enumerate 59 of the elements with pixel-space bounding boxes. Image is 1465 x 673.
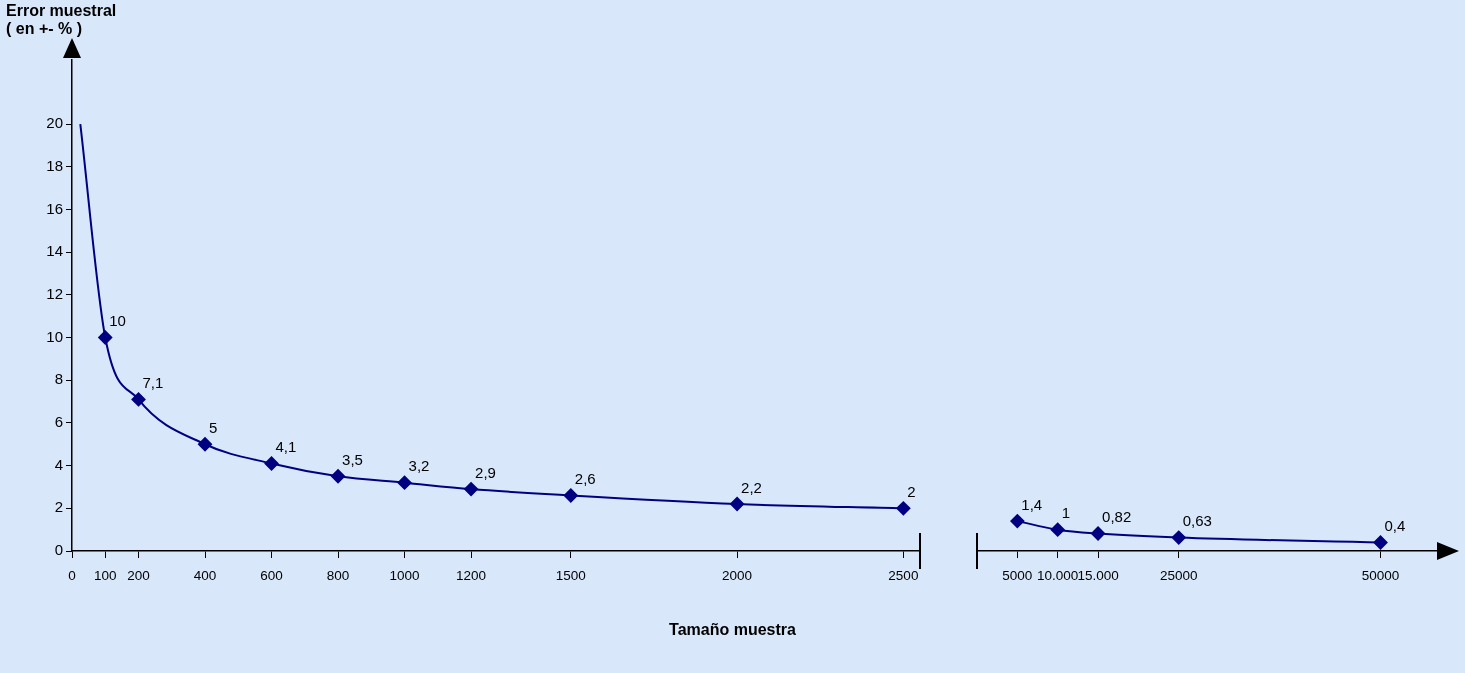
x-tick-label: 1200 [456, 567, 487, 583]
y-tick-label: 4 [54, 455, 63, 473]
data-label: 2 [907, 482, 916, 500]
y-axis-title: Error muestral ( en +- % ) [6, 2, 118, 38]
data-label: 1 [1061, 504, 1071, 522]
point [98, 330, 113, 345]
point [730, 497, 745, 512]
point [464, 482, 479, 497]
x-tick-label: 25000 [1159, 567, 1198, 583]
data-label: 2,2 [741, 478, 762, 496]
data-label: 0,63 [1182, 512, 1212, 530]
y-tick-label: 20 [46, 114, 63, 132]
point [264, 456, 279, 471]
x-tick-label: 800 [326, 567, 350, 583]
y-tick-label: 10 [46, 327, 63, 345]
x-tick-label: 400 [193, 567, 217, 583]
x-tick-label: 50000 [1361, 567, 1400, 583]
y-tick-label: 18 [46, 156, 63, 174]
y-tick-label: 0 [54, 541, 63, 559]
data-label: 2,6 [574, 470, 596, 488]
data-label: 10 [109, 312, 126, 330]
point [896, 501, 911, 516]
point [397, 475, 412, 490]
point [1050, 522, 1065, 537]
y-tick-label: 12 [46, 284, 63, 302]
point [1091, 526, 1106, 541]
data-label: 3,5 [342, 450, 363, 468]
y-tick-label: 8 [54, 370, 63, 388]
point [198, 437, 213, 452]
x-tick-label: 100 [93, 567, 117, 583]
y-tick-label: 2 [54, 498, 63, 516]
y-tick-label: 16 [46, 199, 63, 217]
y-tick-label: 6 [54, 413, 63, 431]
point [131, 392, 146, 407]
x-tick-label: 1500 [555, 567, 586, 583]
y-tick-label: 14 [46, 242, 63, 260]
x-tick-label: 0 [68, 567, 76, 583]
x-tick-label: 10.000 [1037, 567, 1079, 583]
x-tick-label: 2500 [888, 567, 919, 583]
x-tick-label: 2000 [722, 567, 753, 583]
point [1373, 535, 1388, 550]
x-axis-title: Tamaño muestra [668, 621, 797, 639]
data-label: 0,82 [1102, 508, 1132, 526]
x-tick-label: 200 [127, 567, 150, 583]
data-label: 4,1 [275, 438, 297, 456]
x-tick-label: 5000 [1002, 567, 1033, 583]
point [1171, 530, 1186, 545]
data-label: 7,1 [142, 374, 164, 392]
data-label: 5 [209, 418, 218, 436]
point [331, 469, 346, 484]
x-tick-label: 1000 [389, 567, 420, 583]
data-label: 1,4 [1021, 495, 1043, 513]
x-tick-label: 15.000 [1077, 567, 1119, 583]
point [1010, 514, 1025, 529]
point [563, 488, 578, 503]
x-tick-label: 600 [260, 567, 283, 583]
data-label: 0,4 [1384, 517, 1406, 535]
data-label: 2,9 [475, 463, 496, 481]
data-label: 3,2 [408, 457, 430, 475]
